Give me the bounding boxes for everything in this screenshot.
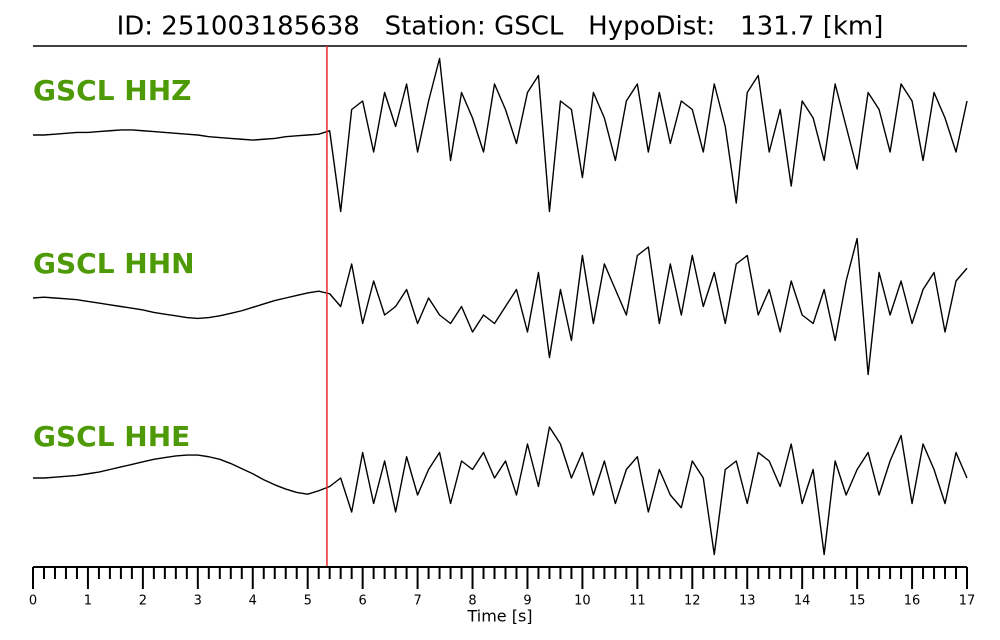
x-tick-label: 12 <box>684 594 701 609</box>
x-tick-label: 5 <box>304 594 312 609</box>
x-tick-label: 2 <box>139 594 147 609</box>
trace-label: GSCL HHZ <box>33 74 191 107</box>
x-tick-label: 16 <box>904 594 921 609</box>
trace <box>32 237 968 376</box>
x-tick-label: 9 <box>523 594 531 609</box>
chart-title: ID: 251003185638 Station: GSCL HypoDist:… <box>117 12 884 42</box>
x-tick-label: 14 <box>794 594 811 609</box>
x-tick-label: 0 <box>29 594 37 609</box>
x-tick-label: 4 <box>249 594 257 609</box>
x-tick-label: 7 <box>413 594 421 609</box>
x-tick-label: 3 <box>194 594 202 609</box>
trace-label: GSCL HHE <box>33 420 190 453</box>
x-axis-label: Time [s] <box>466 607 532 626</box>
x-tick-label: 15 <box>849 594 866 609</box>
trace <box>33 426 968 556</box>
x-tick-label: 8 <box>468 594 476 609</box>
x-tick-label: 11 <box>629 594 646 609</box>
x-tick-label: 13 <box>739 594 756 609</box>
x-tick-label: 17 <box>959 594 976 609</box>
trace <box>33 57 968 213</box>
x-tick-label: 6 <box>359 594 367 609</box>
trace-label: GSCL HHN <box>33 247 195 280</box>
x-tick-label: 1 <box>84 594 92 609</box>
x-tick-label: 10 <box>574 594 591 609</box>
